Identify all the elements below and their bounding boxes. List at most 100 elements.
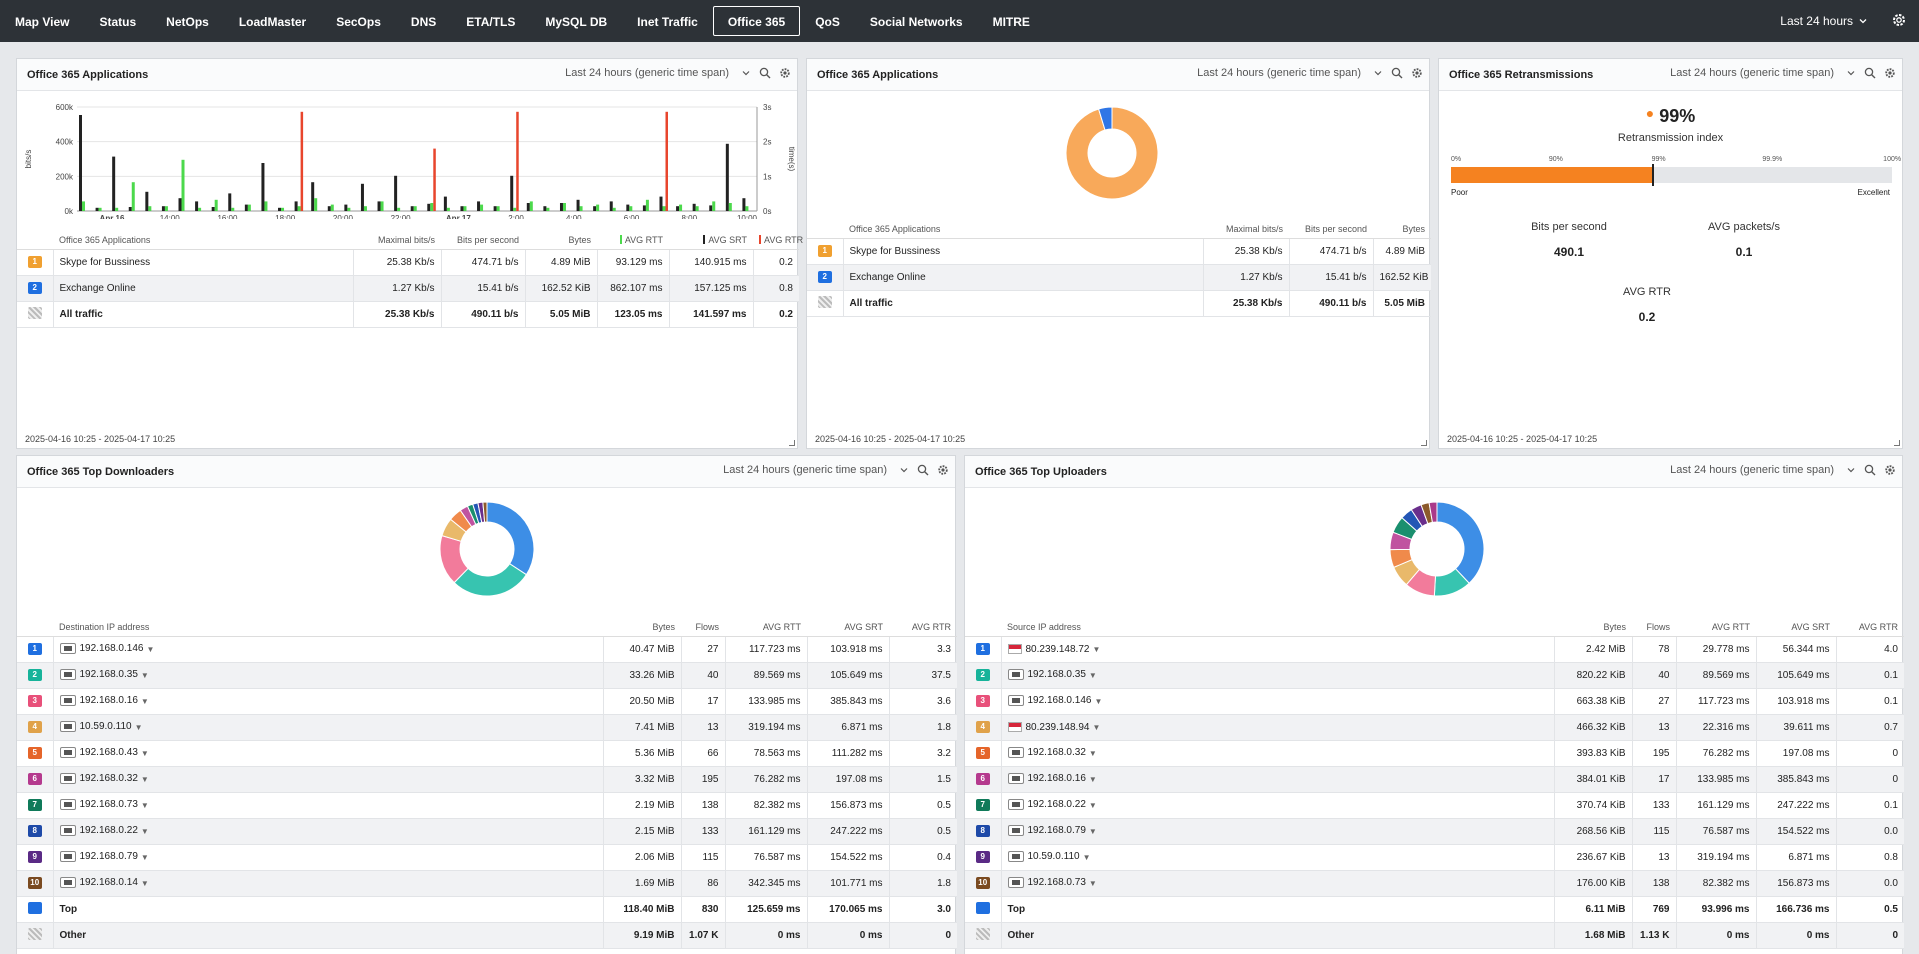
column-header[interactable]: Bytes bbox=[525, 232, 597, 250]
nav-tab-inet-traffic[interactable]: Inet Traffic bbox=[637, 15, 698, 29]
ip-cell[interactable]: 192.168.0.22 ▼ bbox=[52, 818, 603, 845]
caret-down-icon[interactable]: ▼ bbox=[140, 748, 149, 758]
timespan-select[interactable]: Last 24 hours (generic time span) bbox=[723, 464, 887, 476]
column-header[interactable]: Flows bbox=[681, 619, 725, 637]
caret-down-icon[interactable]: ▼ bbox=[1088, 800, 1097, 810]
table-row[interactable]: 9 10.59.0.110 ▼ 236.67 KiB 13 319.194 ms 6.871… bbox=[965, 844, 1904, 871]
ip-cell[interactable]: 192.168.0.43 ▼ bbox=[52, 740, 603, 767]
ip-cell[interactable]: 192.168.0.35 ▼ bbox=[52, 662, 603, 689]
nav-tab-map-view[interactable]: Map View bbox=[15, 15, 70, 29]
caret-down-icon[interactable]: ▼ bbox=[1088, 826, 1097, 836]
nav-tab-loadmaster[interactable]: LoadMaster bbox=[238, 15, 307, 29]
search-icon[interactable] bbox=[759, 67, 771, 79]
column-header[interactable]: Bits per second bbox=[441, 232, 525, 250]
caret-down-icon[interactable]: ▼ bbox=[1088, 670, 1097, 680]
nav-tab-mitre[interactable]: MITRE bbox=[992, 15, 1030, 29]
table-row[interactable]: 3 192.168.0.146 ▼ 663.38 KiB 27 117.723 ms 103… bbox=[965, 688, 1904, 715]
nav-tab-qos[interactable]: QoS bbox=[815, 15, 840, 29]
column-header[interactable]: AVG RTR bbox=[889, 619, 957, 637]
ip-cell[interactable]: 192.168.0.73 ▼ bbox=[1000, 870, 1554, 897]
ip-cell[interactable]: 192.168.0.35 ▼ bbox=[1000, 662, 1554, 689]
table-row[interactable]: 1 Skype for Bussiness 25.38 Kb/s 474.71 b/s… bbox=[17, 249, 799, 276]
column-header[interactable]: AVG RTT bbox=[597, 232, 669, 250]
column-header[interactable]: Maximal bits/s bbox=[1203, 221, 1289, 239]
caret-down-icon[interactable]: ▼ bbox=[140, 852, 149, 862]
ip-cell[interactable]: 192.168.0.32 ▼ bbox=[52, 766, 603, 793]
search-icon[interactable] bbox=[1391, 67, 1403, 79]
nav-tab-secops[interactable]: SecOps bbox=[336, 15, 381, 29]
table-row[interactable]: 4 80.239.148.94 ▼ 466.32 KiB 13 22.316 ms 39.6… bbox=[965, 714, 1904, 741]
nav-tab-mysql-db[interactable]: MySQL DB bbox=[545, 15, 608, 29]
column-header[interactable]: AVG RTT bbox=[725, 619, 807, 637]
gear-icon[interactable] bbox=[1891, 12, 1907, 28]
nav-tab-office-365[interactable]: Office 365 bbox=[712, 6, 801, 36]
nav-tab-status[interactable]: Status bbox=[99, 15, 137, 29]
nav-tab-netops[interactable]: NetOps bbox=[166, 15, 209, 29]
ip-cell[interactable]: 192.168.0.79 ▼ bbox=[52, 844, 603, 871]
caret-down-icon[interactable]: ▼ bbox=[146, 644, 155, 654]
gear-icon[interactable] bbox=[1411, 67, 1423, 79]
global-timerange[interactable]: Last 24 hours bbox=[1780, 0, 1869, 42]
ip-cell[interactable]: 192.168.0.73 ▼ bbox=[52, 792, 603, 819]
ip-cell[interactable]: 192.168.0.14 ▼ bbox=[52, 870, 603, 897]
table-row[interactable]: 7 192.168.0.22 ▼ 370.74 KiB 133 161.129 ms 247… bbox=[965, 792, 1904, 819]
search-icon[interactable] bbox=[1864, 464, 1876, 476]
caret-down-icon[interactable]: ▼ bbox=[1092, 644, 1101, 654]
table-row[interactable]: 6 192.168.0.32 ▼ 3.32 MiB 195 76.282 ms 197.08… bbox=[17, 766, 957, 793]
table-row[interactable]: 8 192.168.0.79 ▼ 268.56 KiB 115 76.587 ms 154.… bbox=[965, 818, 1904, 845]
search-icon[interactable] bbox=[1864, 67, 1876, 79]
caret-down-icon[interactable]: ▼ bbox=[140, 774, 149, 784]
column-header[interactable]: AVG SRT bbox=[669, 232, 753, 250]
column-header[interactable]: Bits per second bbox=[1289, 221, 1373, 239]
table-row[interactable]: 6 192.168.0.16 ▼ 384.01 KiB 17 133.985 ms 385.… bbox=[965, 766, 1904, 793]
table-row-top[interactable]: Top 6.11 MiB 769 93.996 ms 166.736 ms 0.5 bbox=[965, 896, 1904, 923]
ip-cell[interactable]: 192.168.0.146 ▼ bbox=[52, 636, 603, 663]
table-row-top[interactable]: Top 118.40 MiB 830 125.659 ms 170.065 ms 3.0 bbox=[17, 896, 957, 923]
caret-down-icon[interactable]: ▼ bbox=[140, 878, 149, 888]
timespan-select[interactable]: Last 24 hours (generic time span) bbox=[1670, 67, 1834, 79]
ip-cell[interactable]: 192.168.0.16 ▼ bbox=[1000, 766, 1554, 793]
caret-down-icon[interactable]: ▼ bbox=[1092, 722, 1101, 732]
gear-icon[interactable] bbox=[779, 67, 791, 79]
donut-slice[interactable] bbox=[1097, 106, 1113, 131]
gear-icon[interactable] bbox=[937, 464, 949, 476]
column-header[interactable]: Destination IP address bbox=[53, 619, 603, 637]
nav-tab-dns[interactable]: DNS bbox=[410, 15, 437, 29]
donut-slice[interactable] bbox=[1065, 106, 1159, 200]
gear-icon[interactable] bbox=[1884, 67, 1896, 79]
caret-down-icon[interactable]: ▼ bbox=[1088, 774, 1097, 784]
gear-icon[interactable] bbox=[1884, 464, 1896, 476]
column-header[interactable]: AVG RTT bbox=[1676, 619, 1756, 637]
column-header[interactable]: AVG RTR bbox=[1836, 619, 1904, 637]
nav-tab-eta-tls[interactable]: ETA/TLS bbox=[466, 15, 516, 29]
column-header[interactable]: AVG SRT bbox=[1756, 619, 1836, 637]
column-header[interactable]: Bytes bbox=[1373, 221, 1431, 239]
table-row[interactable]: 7 192.168.0.73 ▼ 2.19 MiB 138 82.382 ms 156.87… bbox=[17, 792, 957, 819]
column-header[interactable]: Bytes bbox=[603, 619, 681, 637]
column-header[interactable]: Flows bbox=[1632, 619, 1676, 637]
table-row[interactable]: 1 Skype for Bussiness 25.38 Kb/s 474.71 b/s… bbox=[807, 238, 1431, 265]
caret-down-icon[interactable]: ▼ bbox=[1088, 748, 1097, 758]
ip-cell[interactable]: 192.168.0.146 ▼ bbox=[1000, 688, 1554, 715]
search-icon[interactable] bbox=[917, 464, 929, 476]
column-header[interactable]: AVG RTR bbox=[753, 232, 803, 250]
table-row[interactable]: 10 192.168.0.73 ▼ 176.00 KiB 138 82.382 ms 156… bbox=[965, 870, 1904, 897]
table-row[interactable]: 5 192.168.0.32 ▼ 393.83 KiB 195 76.282 ms 197.… bbox=[965, 740, 1904, 767]
table-row[interactable]: 2 192.168.0.35 ▼ 33.26 MiB 40 89.569 ms 105.64… bbox=[17, 662, 957, 689]
timespan-select[interactable]: Last 24 hours (generic time span) bbox=[1197, 67, 1361, 79]
table-row[interactable]: 2 192.168.0.35 ▼ 820.22 KiB 40 89.569 ms 105.6… bbox=[965, 662, 1904, 689]
table-row[interactable]: 4 10.59.0.110 ▼ 7.41 MiB 13 319.194 ms 6.871 m… bbox=[17, 714, 957, 741]
table-row[interactable]: 2 Exchange Online 1.27 Kb/s 15.41 b/s 162.52… bbox=[807, 264, 1431, 291]
caret-down-icon[interactable]: ▼ bbox=[1094, 696, 1103, 706]
ip-cell[interactable]: 192.168.0.16 ▼ bbox=[52, 688, 603, 715]
resize-handle[interactable] bbox=[1894, 440, 1900, 446]
timespan-select[interactable]: Last 24 hours (generic time span) bbox=[1670, 464, 1834, 476]
column-header[interactable]: Office 365 Applications bbox=[843, 221, 1203, 239]
column-header[interactable]: Office 365 Applications bbox=[53, 232, 353, 250]
column-header[interactable]: Bytes bbox=[1554, 619, 1632, 637]
table-row[interactable]: 5 192.168.0.43 ▼ 5.36 MiB 66 78.563 ms 111.282… bbox=[17, 740, 957, 767]
caret-down-icon[interactable]: ▼ bbox=[140, 696, 149, 706]
table-row[interactable]: All traffic 25.38 Kb/s 490.11 b/s 5.05 MiB 1… bbox=[17, 301, 799, 328]
